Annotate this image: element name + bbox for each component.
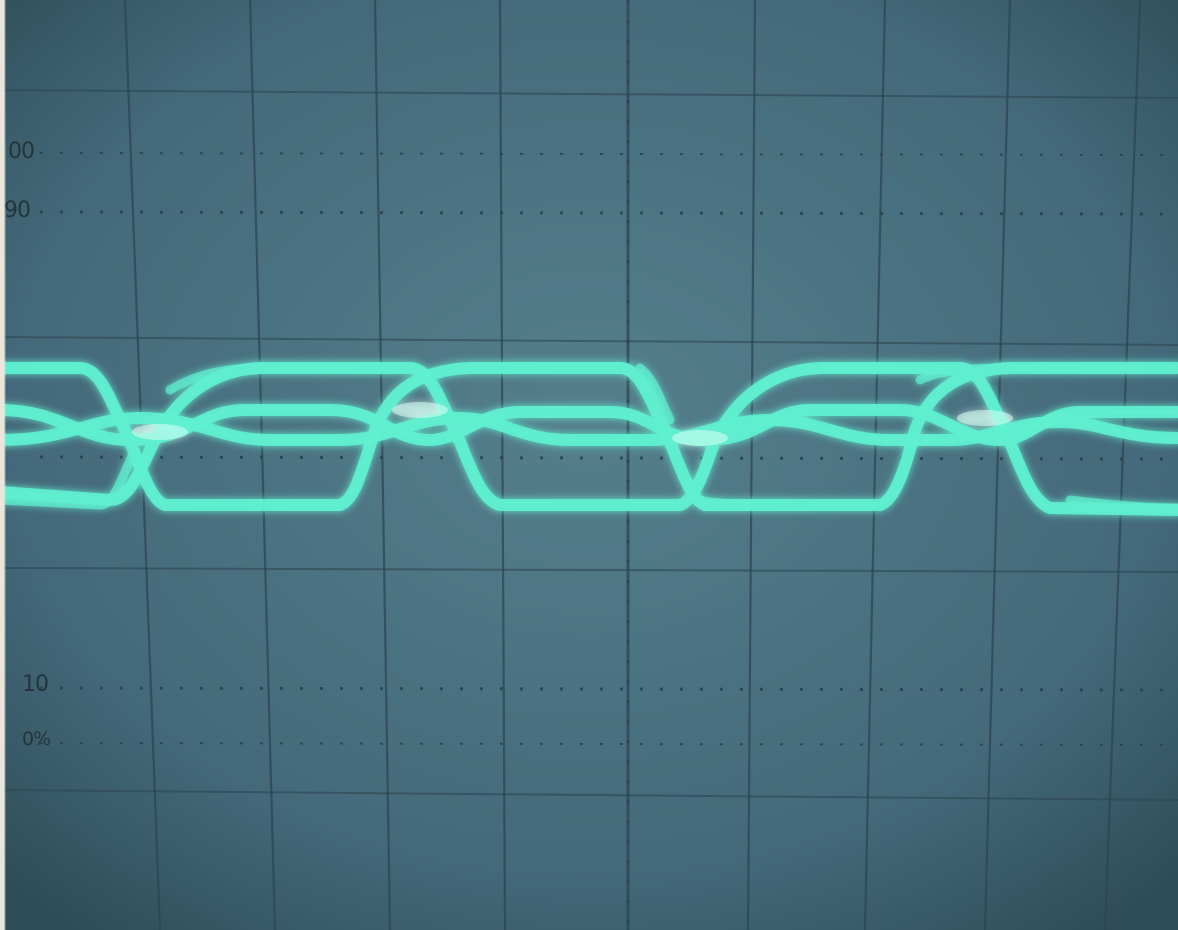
graticule-horizontal-line (0, 789, 1178, 801)
graticule-vertical-line (746, 0, 757, 930)
graticule-label-10: 10 (22, 672, 49, 697)
graticule-vertical-line (1103, 0, 1142, 930)
waveform-trace (0, 362, 1178, 516)
waveform-trace (0, 363, 1178, 513)
trace-overlap-glow (957, 410, 1013, 426)
graticule-vertical-line (248, 0, 277, 930)
graticule-vertical-line (373, 0, 392, 930)
trace-overlap-glow (672, 430, 728, 446)
graticule-label-90: 90 (4, 198, 31, 223)
bezel-edge (0, 0, 6, 930)
graticule-horizontal-line (0, 336, 1178, 346)
graticule-horizontal-line (0, 89, 1178, 99)
graticule-vertical-line (498, 0, 507, 930)
waveform-trace (0, 412, 1178, 446)
trace-overlap-glow (132, 424, 188, 440)
graticule-label-0-percent: 0% (22, 728, 51, 750)
graticule-horizontal-line (0, 567, 1178, 573)
trace-overlap-glow (392, 402, 448, 418)
waveform-traces (0, 362, 1178, 516)
graticule-label-100: 00 (8, 139, 35, 164)
graticule-vertical-line (983, 0, 1012, 930)
